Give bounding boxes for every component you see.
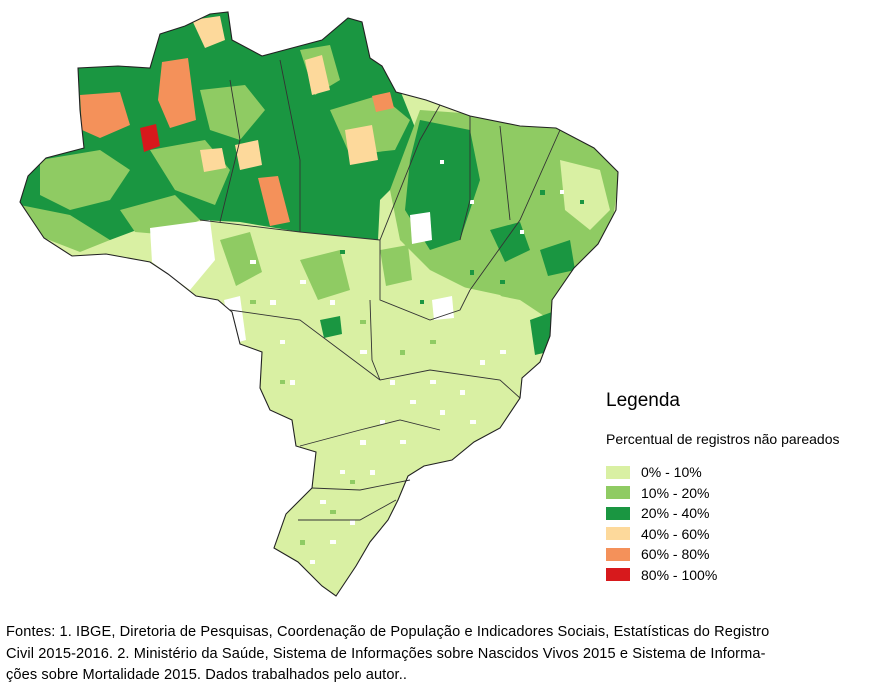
region-mato-grosso-medium-2 [300,250,350,300]
legend-title: Legenda [606,390,680,411]
region-amazonas-light-orange [200,148,226,172]
legend-label-60-80: 60% - 80% [641,546,710,563]
state-borders [199,59,561,521]
legend-label-40-60: 40% - 60% [641,525,710,542]
no-data-amazonas-south [224,296,246,344]
region-para-north-orange [372,92,394,112]
region-northeast-dark-2 [540,240,575,276]
region-mato-grosso-dark [320,316,342,338]
region-para-west-orange [258,176,290,226]
region-amazonas-medium [40,150,130,210]
region-northeast-light [560,160,610,230]
source-note-line-1: Fontes: 1. IBGE, Diretoria de Pesquisas,… [6,624,770,640]
legend-label-10-20: 10% - 20% [641,484,710,501]
legend-swatch-40-60 [606,527,630,541]
region-mato-grosso-medium-1 [220,232,262,286]
legend-swatch-0-10 [606,465,630,479]
no-data-goias [432,296,454,320]
legend-row-0-10: 0% - 10% [606,462,866,483]
region-amazonas-east-light-orange [235,140,262,170]
legend-row-80-100: 80% - 100% [606,565,866,586]
no-data-tocantins [410,212,432,244]
legend-label-20-40: 20% - 40% [641,505,710,522]
legend-row-40-60: 40% - 60% [606,524,866,545]
legend-row-10-20: 10% - 20% [606,483,866,504]
region-acre-medium [20,205,110,252]
region-para-light-orange [345,125,378,165]
municipality-regions [20,12,618,380]
source-note-line-2: Civil 2015-2016. 2. Ministério da Saúde,… [6,645,766,662]
source-note-line-3: ções sobre Mortalidade 2015. Dados traba… [6,667,407,683]
legend-row-60-80: 60% - 80% [606,544,866,565]
legend-swatch-10-20 [606,486,630,500]
legend-swatch-20-40 [606,506,630,520]
legend-label-0-10: 0% - 10% [641,464,702,481]
region-amazonas-red [140,124,160,152]
map-legend: Legenda Percentual de registros não pare… [606,390,866,585]
brazil-outline [19,11,619,597]
legend-subtitle: Percentual de registros não pareados [606,431,840,447]
region-amapa-light-orange [305,55,330,95]
legend-swatch-80-100 [606,568,630,582]
region-roraima-medium [200,85,265,140]
municipality-speckle [250,160,584,564]
region-amazonas-west-orange [80,92,130,138]
brazil-choropleth-map [19,11,619,597]
source-note: Fontes: 1. IBGE, Diretoria de Pesquisas,… [6,622,862,687]
region-goias-medium [380,245,412,286]
region-roraima-light-orange [192,16,225,48]
region-roraima-south-orange [158,58,196,128]
legend-label-80-100: 80% - 100% [641,566,718,583]
legend-swatch-60-80 [606,547,630,561]
legend-row-20-40: 20% - 40% [606,503,866,524]
